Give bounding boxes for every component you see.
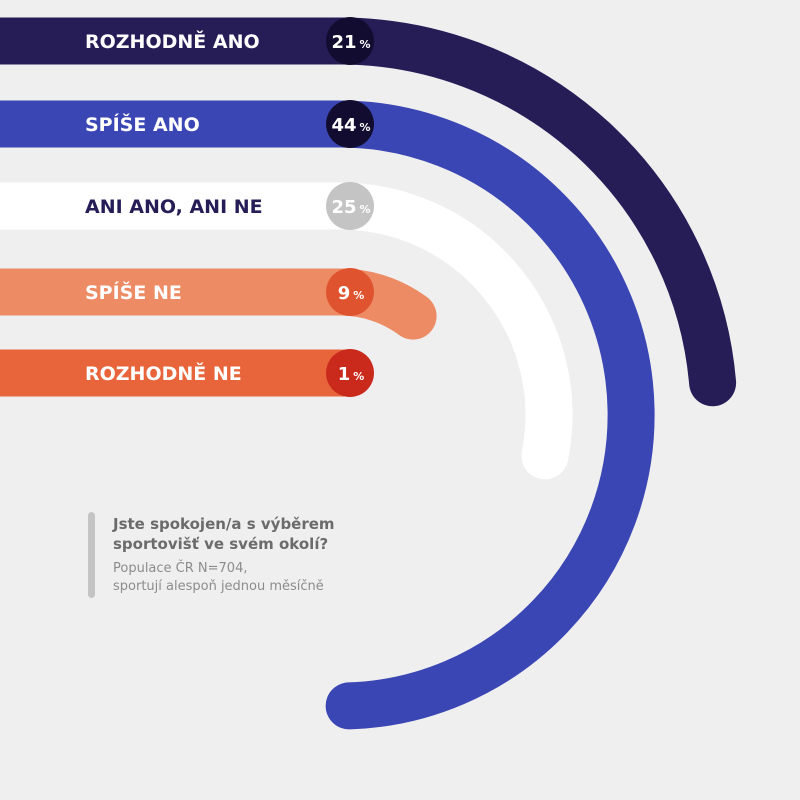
value-label-rozhodne-ano: 21%	[331, 32, 370, 53]
value-label-ani-ano-ani-ne: 25%	[331, 197, 370, 218]
bar-rozhodne-ano	[0, 17, 737, 407]
category-label-spise-ano: SPÍŠE ANO	[85, 112, 200, 136]
category-label-ani-ano-ani-ne: ANI ANO, ANI NE	[85, 196, 263, 218]
note-accent-bar	[88, 512, 95, 598]
value-badge-rozhodne-ne	[326, 349, 374, 397]
value-label-spise-ne: 9%	[338, 283, 365, 304]
category-label-rozhodne-ne: ROZHODNĚ NE	[85, 362, 242, 385]
survey-base: Populace ČR N=704, sportují alespoň jedn…	[113, 561, 324, 594]
value-badge-rozhodne-ano	[326, 17, 374, 65]
value-badge-spise-ne	[326, 268, 374, 316]
value-badge-ani-ano-ani-ne	[326, 182, 374, 230]
value-label-rozhodne-ne: 1%	[338, 364, 365, 385]
value-badge-spise-ano	[326, 100, 374, 148]
survey-note: Jste spokojen/a s výběrem sportovišť ve …	[88, 512, 388, 600]
bar-spise-ano	[0, 100, 655, 730]
bar-ani-ano-ani-ne	[0, 182, 573, 480]
value-label-spise-ano: 44%	[331, 115, 370, 136]
survey-question: Jste spokojen/a s výběrem sportovišť ve …	[113, 515, 335, 553]
category-label-spise-ne: SPÍŠE NE	[85, 280, 182, 304]
category-label-rozhodne-ano: ROZHODNĚ ANO	[85, 30, 260, 53]
